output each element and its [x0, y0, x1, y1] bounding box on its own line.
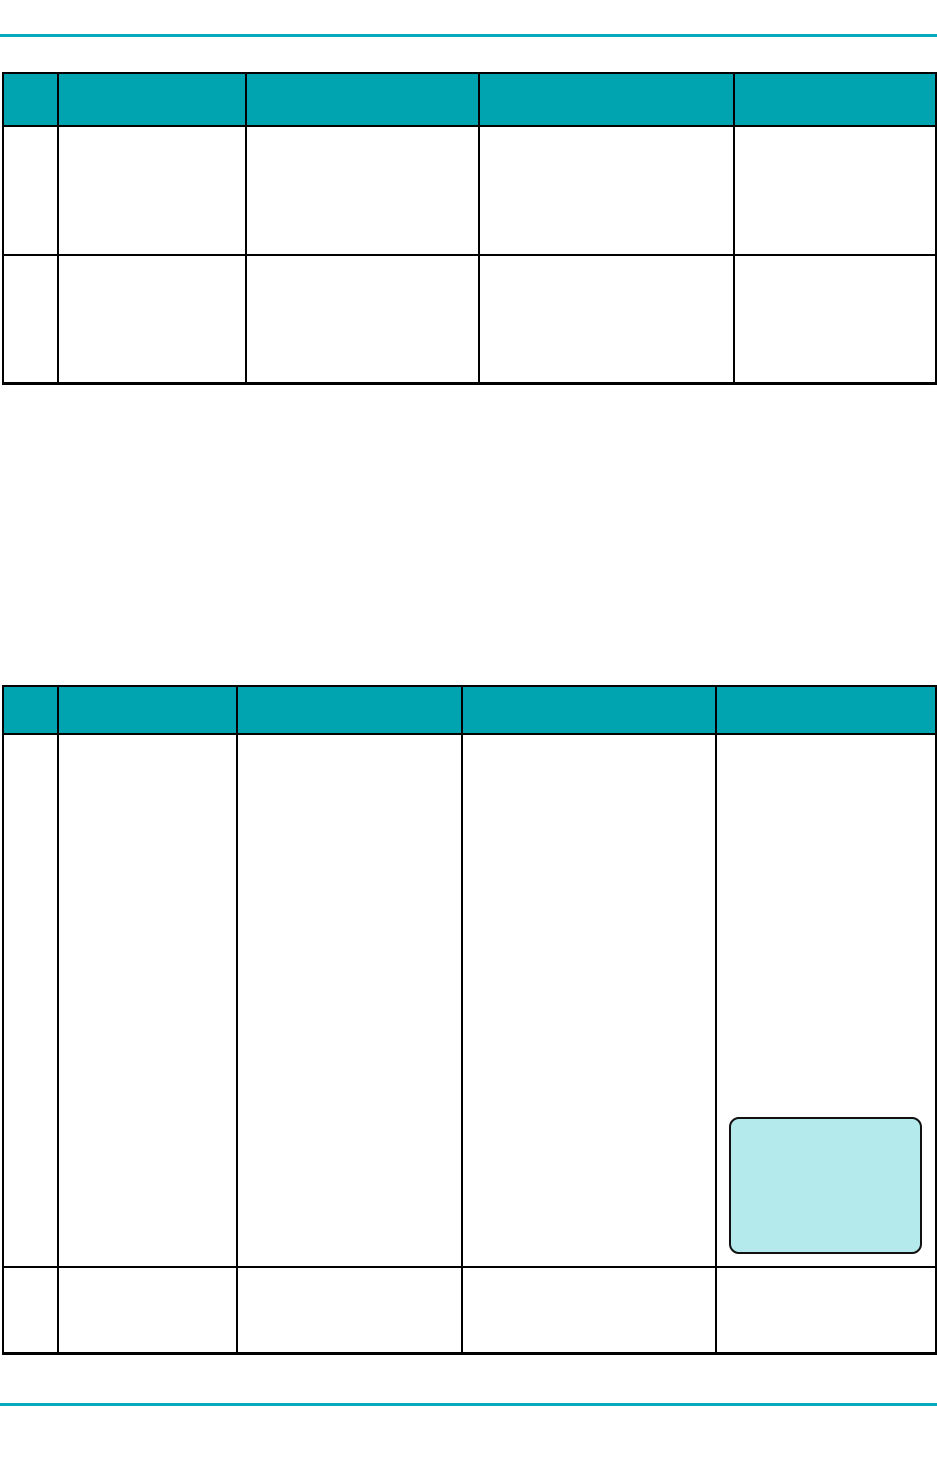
table1-cell — [478, 125, 735, 256]
table1-cell — [733, 125, 937, 256]
table2-row-2 — [2, 1266, 937, 1355]
table2-header-cell-4 — [461, 684, 717, 736]
table2-cell — [461, 733, 717, 1269]
table1-cell — [733, 253, 937, 385]
table1-cell — [478, 253, 735, 385]
table2-header-cell-1 — [2, 684, 59, 736]
table1-cell — [2, 253, 59, 385]
table1-row-1 — [2, 125, 937, 256]
table2-header-cell-3 — [236, 684, 463, 736]
table1-row-2 — [2, 253, 937, 385]
table2-cell — [236, 1266, 463, 1355]
spec-table-2 — [2, 684, 937, 1355]
table2-header-cell-5 — [715, 684, 937, 736]
table1-header-cell-4 — [478, 71, 735, 128]
table1-cell — [57, 125, 247, 256]
table1-cell — [57, 253, 247, 385]
table1-header-cell-2 — [57, 71, 247, 128]
table2-cell — [57, 1266, 238, 1355]
table2-cell — [715, 1266, 937, 1355]
table2-header-cell-2 — [57, 684, 238, 736]
table1-cell — [245, 125, 480, 256]
page-header-rule — [0, 34, 937, 37]
table1-cell — [2, 125, 59, 256]
table1-header-cell-3 — [245, 71, 480, 128]
page-footer-rule — [0, 1403, 937, 1406]
table2-cell — [2, 1266, 59, 1355]
table2-cell — [236, 733, 463, 1269]
spec-table-1 — [2, 71, 937, 385]
table2-cell — [57, 733, 238, 1269]
table1-header-cell-1 — [2, 71, 59, 128]
table1-cell — [245, 253, 480, 385]
table1-header-cell-5 — [733, 71, 937, 128]
table1-header-row — [2, 71, 937, 128]
table2-header-row — [2, 684, 937, 736]
table2-cell — [461, 1266, 717, 1355]
table2-cell — [2, 733, 59, 1269]
note-callout-box — [729, 1117, 922, 1254]
